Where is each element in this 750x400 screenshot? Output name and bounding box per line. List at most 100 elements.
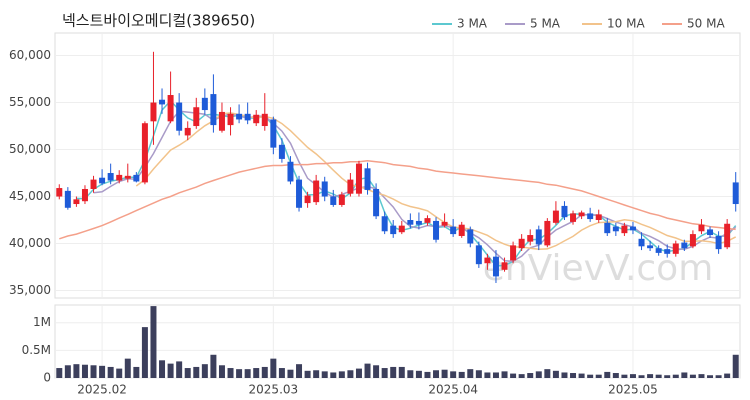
candle-body <box>253 114 260 124</box>
candle-body <box>218 111 225 131</box>
candle-body <box>390 225 397 235</box>
candle-body <box>107 173 114 181</box>
candle-body <box>587 213 594 220</box>
candle-body <box>595 214 602 221</box>
volume-bar <box>296 364 303 378</box>
volume-bar <box>672 374 679 378</box>
volume-bar <box>501 371 508 378</box>
volume-bar <box>535 371 542 378</box>
volume-bar <box>552 370 559 378</box>
candle-body <box>398 225 405 233</box>
volume-bar <box>184 368 191 378</box>
volume-bar <box>193 366 200 378</box>
candle-body <box>227 113 234 126</box>
candle-body <box>655 248 662 253</box>
candle-body <box>347 179 354 194</box>
volume-bar <box>450 371 457 378</box>
ma-line <box>76 99 737 267</box>
candle-body <box>424 218 431 223</box>
volume-bar <box>544 369 551 378</box>
candle-body <box>133 174 140 182</box>
candle-body <box>475 245 482 265</box>
candle-body <box>99 177 106 184</box>
candle-body <box>261 113 268 127</box>
y-tick-label: 45,000 <box>9 189 51 203</box>
legend-label: 10 MA <box>607 17 645 31</box>
y-tick-label: 1M <box>33 315 51 329</box>
candle-body <box>184 127 191 136</box>
volume-bar <box>330 372 337 378</box>
volume-bar <box>73 364 80 378</box>
candle-body <box>201 97 208 111</box>
candle-body <box>56 188 63 197</box>
volume-bar <box>90 365 97 378</box>
volume-bar <box>655 374 662 378</box>
volume-bar <box>433 370 440 378</box>
y-tick-label: 40,000 <box>9 236 51 250</box>
candle-body <box>270 119 277 148</box>
legend-label: 5 MA <box>530 17 561 31</box>
volume-bar <box>64 365 71 378</box>
candle-body <box>492 256 499 277</box>
candle-body <box>364 168 371 190</box>
candle-body <box>373 188 380 217</box>
candle-body <box>313 180 320 203</box>
volume-bar <box>467 369 474 378</box>
volume-bar <box>475 370 482 378</box>
volume-bar <box>629 374 636 378</box>
candle-body <box>664 249 671 254</box>
volume-bar <box>201 364 208 378</box>
candle-body <box>484 257 491 264</box>
volume-bar <box>604 371 611 378</box>
volume-bar <box>338 371 345 378</box>
volume-bar <box>578 373 585 378</box>
volume-bar <box>570 373 577 378</box>
candle-body <box>629 226 636 231</box>
candle-body <box>732 182 739 205</box>
volume-bar <box>321 371 328 378</box>
volume-bar <box>587 374 594 378</box>
volume-bar <box>287 369 294 378</box>
volume-bar <box>347 370 354 378</box>
volume-bar <box>218 365 225 378</box>
volume-bar <box>81 364 88 378</box>
legend-label: 3 MA <box>457 17 488 31</box>
volume-bar <box>681 372 688 378</box>
volume-bar <box>124 358 131 378</box>
candle-body <box>698 224 705 232</box>
volume-bar <box>698 374 705 378</box>
volume-bar <box>236 369 243 378</box>
candle-body <box>64 190 71 208</box>
candle-body <box>604 222 611 234</box>
volume-panel <box>54 304 741 379</box>
candle-body <box>647 245 654 249</box>
candle-body <box>244 113 251 121</box>
y-tick-label: 35,000 <box>9 283 51 297</box>
volume-bar <box>381 368 388 378</box>
volume-bar <box>270 358 277 378</box>
candle-body <box>527 235 534 242</box>
volume-bar <box>107 366 114 378</box>
volume-bar <box>518 374 525 378</box>
volume-bar <box>56 368 63 378</box>
y-tick-label: 55,000 <box>9 95 51 109</box>
y-tick-label: 0.5M <box>22 343 51 357</box>
candle-body <box>415 220 422 225</box>
candle-body <box>552 210 559 223</box>
volume-bar <box>355 368 362 378</box>
watermark: enVievV.com <box>483 248 714 289</box>
volume-bar <box>527 373 534 378</box>
volume-bar <box>278 368 285 378</box>
candle-body <box>467 229 474 244</box>
candle-body <box>501 262 508 270</box>
volume-bar <box>638 375 645 378</box>
candle-body <box>90 179 97 189</box>
candle-body <box>124 175 131 179</box>
volume-bar <box>732 354 739 378</box>
legend-label: 50 MA <box>687 17 725 31</box>
y-tick-label: 60,000 <box>9 48 51 62</box>
candle-body <box>458 224 465 236</box>
volume-bar <box>707 375 714 378</box>
volume-bar <box>313 370 320 378</box>
candle-body <box>544 220 551 246</box>
